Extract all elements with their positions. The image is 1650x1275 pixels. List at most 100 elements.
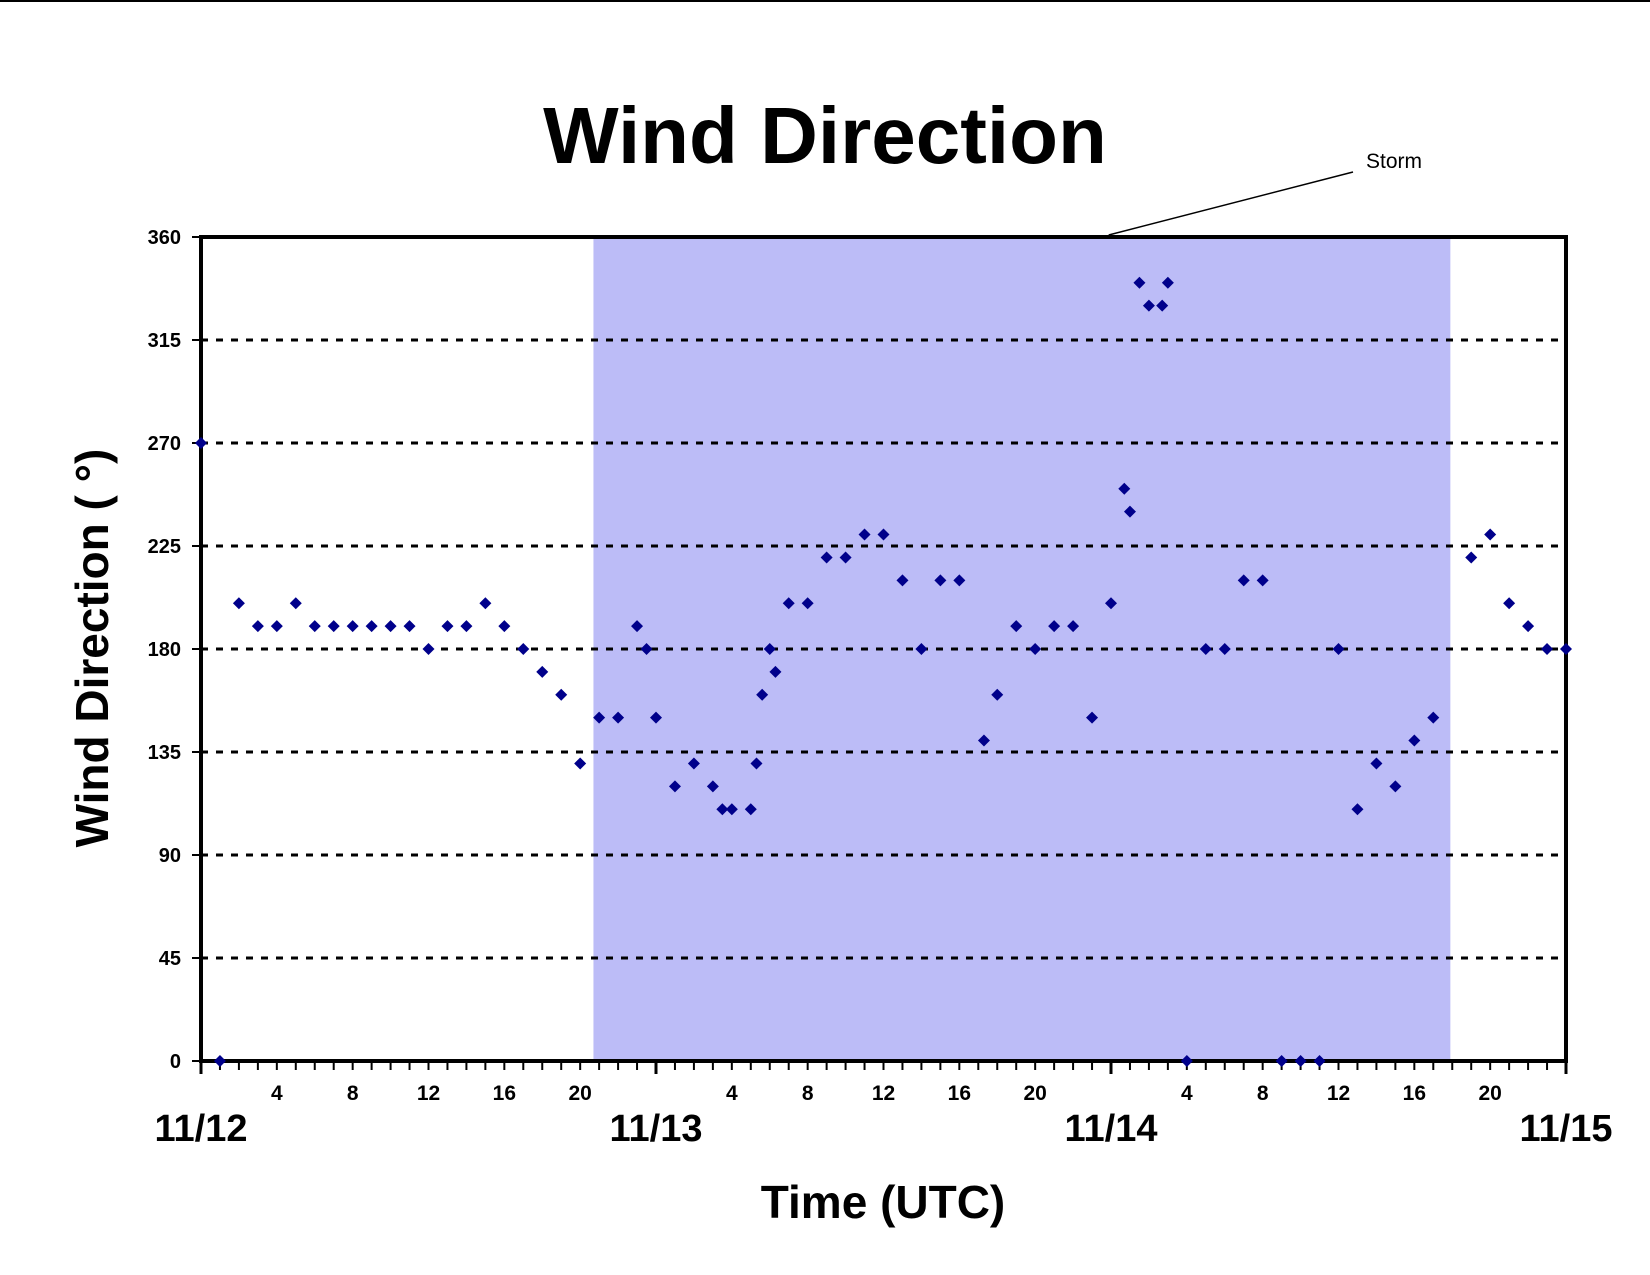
storm-shaded-region <box>593 237 1451 1061</box>
data-point-43 <box>915 643 928 655</box>
data-point-68 <box>1332 643 1345 655</box>
x-tick-label-36: 12 <box>872 1082 895 1105</box>
data-point-56 <box>1133 276 1146 289</box>
data-point-64 <box>1256 574 1269 587</box>
plot-area: 0 45 90 135 180 225 270 315 360 4 8 12 16 20 4 8 12 16 20 4… <box>148 150 1613 1150</box>
data-point-23 <box>631 620 644 633</box>
data-point-14 <box>460 620 473 633</box>
data-point-33 <box>756 688 769 701</box>
data-point-38 <box>820 551 833 564</box>
x-tick-label-20: 20 <box>568 1082 591 1105</box>
data-point-19 <box>555 688 568 701</box>
x-tick-label-64: 16 <box>1403 1082 1426 1105</box>
x-tick-label-52: 4 <box>1181 1082 1193 1105</box>
x-tick-label-68: 20 <box>1478 1082 1501 1105</box>
x-date-label-11-14: 11/14 <box>1065 1108 1158 1150</box>
data-point-34 <box>763 643 776 655</box>
x-date-label-11-13: 11/13 <box>610 1108 703 1150</box>
data-point-45 <box>953 574 966 587</box>
y-tick-label-225: 225 <box>148 536 181 558</box>
data-point-16 <box>498 620 511 633</box>
data-point-55 <box>1123 505 1136 518</box>
data-point-22 <box>612 711 625 724</box>
data-point-37 <box>801 597 814 610</box>
data-point-69 <box>1351 803 1364 816</box>
data-point-65 <box>1275 1055 1288 1067</box>
data-point-8 <box>346 620 359 633</box>
data-point-5 <box>289 597 302 610</box>
data-point-31 <box>744 803 757 816</box>
x-tick-label-12: 12 <box>417 1082 440 1105</box>
data-point-32 <box>750 757 763 770</box>
x-tick-label-56: 8 <box>1257 1082 1269 1105</box>
data-point-24 <box>640 643 653 655</box>
data-point-29 <box>716 803 729 816</box>
data-point-75 <box>1484 528 1497 541</box>
data-point-13 <box>441 620 454 633</box>
data-point-30 <box>725 803 738 816</box>
x-tick-label-60: 12 <box>1327 1082 1350 1105</box>
y-tick-label-135: 135 <box>148 742 181 764</box>
data-point-3 <box>251 620 264 633</box>
data-point-40 <box>858 528 871 541</box>
x-date-label-11-15: 11/15 <box>1520 1108 1613 1150</box>
data-point-48 <box>1010 620 1023 633</box>
data-point-15 <box>479 597 492 610</box>
data-point-17 <box>517 643 530 655</box>
storm-leader-line <box>1108 171 1354 236</box>
data-point-57 <box>1142 299 1155 312</box>
data-point-42 <box>896 574 909 587</box>
data-point-11 <box>403 620 416 633</box>
x-tick-label-44: 20 <box>1023 1082 1046 1105</box>
data-point-52 <box>1086 711 1099 724</box>
data-point-62 <box>1218 643 1231 655</box>
data-point-35 <box>769 665 782 678</box>
data-point-61 <box>1199 643 1212 655</box>
x-tick-label-32: 8 <box>802 1082 814 1105</box>
data-point-70 <box>1370 757 1383 770</box>
data-point-2 <box>232 597 245 610</box>
y-tick-label-315: 315 <box>148 330 181 352</box>
data-point-25 <box>650 711 662 724</box>
data-point-74 <box>1465 551 1478 564</box>
data-point-59 <box>1161 276 1174 289</box>
y-tick-label-90: 90 <box>159 845 181 867</box>
data-point-49 <box>1029 643 1042 655</box>
storm-annotation-label: Storm <box>1366 150 1422 173</box>
data-point-66 <box>1294 1055 1307 1067</box>
x-tick-label-28: 4 <box>726 1082 738 1105</box>
data-point-72 <box>1408 734 1421 747</box>
y-tick-label-360: 360 <box>148 227 181 249</box>
x-tick-label-8: 8 <box>347 1082 359 1105</box>
y-tick-label-180: 180 <box>148 639 181 661</box>
data-point-46 <box>977 734 990 747</box>
data-point-54 <box>1118 482 1131 495</box>
data-point-41 <box>877 528 890 541</box>
data-point-27 <box>687 757 700 770</box>
data-point-58 <box>1156 299 1169 312</box>
x-date-label-11-12: 11/12 <box>155 1108 248 1150</box>
y-tick-label-0: 0 <box>170 1051 181 1073</box>
data-point-7 <box>327 620 340 633</box>
chart-title: Wind Direction <box>543 91 1107 180</box>
data-point-26 <box>668 780 681 793</box>
data-point-44 <box>934 574 947 587</box>
data-point-12 <box>422 643 435 655</box>
x-tick-label-16: 16 <box>493 1082 516 1105</box>
data-point-78 <box>1541 643 1554 655</box>
y-tick-label-270: 270 <box>148 433 181 455</box>
data-point-60 <box>1180 1055 1193 1067</box>
data-point-10 <box>384 620 397 633</box>
data-point-76 <box>1503 597 1516 610</box>
data-point-71 <box>1389 780 1402 793</box>
data-point-51 <box>1067 620 1080 633</box>
data-point-0 <box>195 437 207 449</box>
data-point-9 <box>365 620 378 633</box>
data-point-53 <box>1105 597 1117 610</box>
data-point-18 <box>536 665 549 678</box>
data-point-21 <box>593 711 606 724</box>
data-point-63 <box>1237 574 1250 587</box>
data-point-47 <box>991 688 1004 701</box>
